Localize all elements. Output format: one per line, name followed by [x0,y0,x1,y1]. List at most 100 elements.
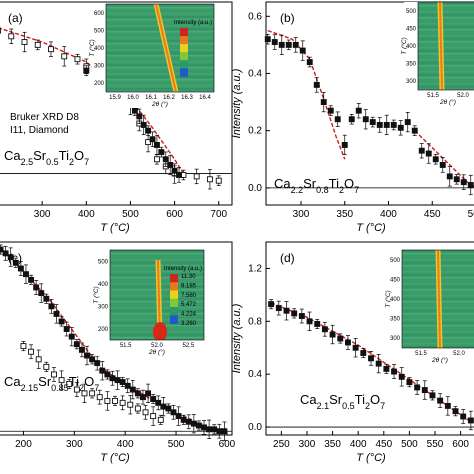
data-point [452,408,459,415]
data-point [129,386,136,393]
data-point [264,36,271,43]
data-point [406,379,413,386]
y-tick-label: 0.4 [248,369,262,380]
inset-noise [106,34,214,36]
inset-y-tick-label: 200 [94,81,105,87]
inset-noise [106,64,214,66]
x-tick-label: 550 [427,439,444,450]
data-point [211,426,218,433]
inset-x-axis-title: 2θ (°) [148,348,165,356]
inset-x-tick-label: 16.0 [127,95,139,101]
panel-label: (c) [8,251,22,265]
inset-y-tick-label: 300 [98,304,109,310]
inset-y-tick-label: 350 [390,317,401,323]
x-tick-label: 600 [452,439,469,450]
panel-label: (d) [280,251,295,265]
colorbar-swatch [170,290,178,300]
fit-curve [414,130,474,188]
y-tick-label: 0.2 [248,126,262,137]
data-point [278,41,285,48]
inset-frame [417,1,474,91]
data-point [453,176,460,183]
data-point [63,326,70,332]
data-point [51,371,57,378]
data-point [334,116,341,123]
x-tick-label: 400 [78,209,95,220]
data-point [124,382,131,389]
inset-y-axis-title: T (°C) [384,290,392,307]
inset-b: 51.5 52.0 500 450 400 350 300 2θ (°) T (°C) [400,1,474,106]
inset-noise [418,11,474,13]
data-point [43,295,50,302]
data-point [414,384,421,391]
inset-noise [418,38,474,40]
compound-formula: Ca2.15Sr0.85Ti2O7 [4,374,99,393]
inset-noise [106,52,214,54]
data-point [352,344,359,351]
inset-y-tick-label: 400 [98,282,109,288]
x-tick-label: 400 [380,209,397,220]
data-point [136,113,143,120]
formula-part: 2.5 [21,157,34,167]
inset-noise [418,14,474,16]
data-point [467,417,474,424]
inset-y-axis-title: T (°C) [92,286,100,303]
data-point [28,348,35,355]
data-point [292,41,299,48]
inset-y-tick-label: 500 [406,9,417,15]
data-point [153,142,160,148]
data-point [83,67,90,74]
x-axis-title: T (°C) [100,452,130,464]
formula-part: 2.15 [21,383,39,393]
inset-noise [106,70,214,72]
data-point [89,356,96,363]
data-point [140,394,146,401]
inset-noise [106,43,214,45]
data-point [142,409,149,416]
data-point [444,402,451,409]
formula-part: Ca [4,148,21,163]
inset-x-tick-label: 15.9 [109,95,121,101]
measurement-note: Bruker XRD D8 [10,112,79,123]
data-point [306,59,313,65]
colorbar-title: Intensity (a.u.) [174,20,212,26]
data-point [12,259,19,266]
formula-part: 7 [354,185,359,195]
inset-noise [106,91,214,92]
data-point [398,373,405,380]
panel-c: 200 300 400 500 600 T (°C) (c) Ca2.15Sr0.85Ti2O… [0,241,236,464]
x-tick-label: 450 [424,209,441,220]
formula-part: 2 [365,401,370,411]
formula-part: O [370,392,380,407]
data-point [162,156,169,163]
data-point [341,142,348,148]
x-tick-label: 350 [324,439,341,450]
colorbar-swatch [180,28,188,37]
fit-curve [267,29,346,160]
data-point [134,405,141,412]
data-point [467,182,474,188]
data-point [81,390,88,397]
formula-part: Ca [300,392,317,407]
data-point [313,81,320,88]
x-tick-label: 500 [122,209,139,220]
inset-noise [110,253,204,255]
data-point [0,246,4,253]
data-point [190,420,197,427]
data-point [215,177,222,184]
panel-label: (b) [280,11,295,25]
data-point [119,399,126,406]
data-point [35,356,42,363]
colorbar-swatch [170,307,178,316]
data-point [460,413,467,420]
data-point [165,405,172,412]
x-tick-label: 500 [168,439,185,450]
data-point [411,127,418,134]
data-point [7,254,14,261]
inset-noise [418,80,474,82]
inset-frame [105,3,215,93]
y-axis-title: Intensity (a.u.) [231,68,243,138]
data-point [68,333,75,340]
inset-a: 15.9 16.0 16.1 16.2 16.3 16.4 600 500 400 300 200 2… [88,3,216,108]
